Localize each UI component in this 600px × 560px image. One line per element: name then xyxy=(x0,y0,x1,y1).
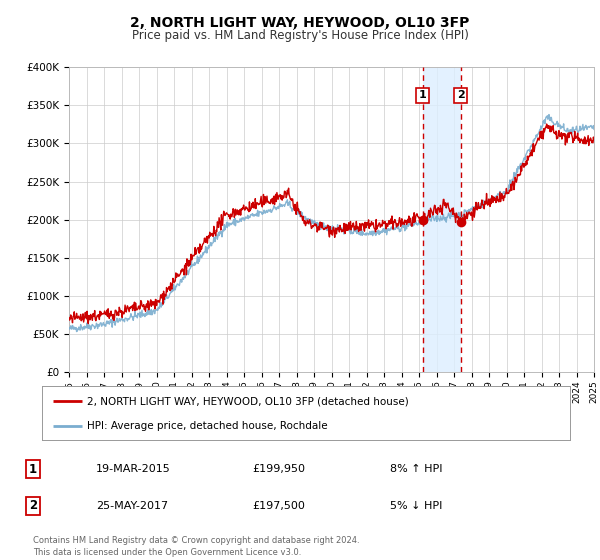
Text: 19-MAR-2015: 19-MAR-2015 xyxy=(96,464,171,474)
Text: 1: 1 xyxy=(419,90,427,100)
Text: 2, NORTH LIGHT WAY, HEYWOOD, OL10 3FP (detached house): 2, NORTH LIGHT WAY, HEYWOOD, OL10 3FP (d… xyxy=(87,396,409,407)
Text: 8% ↑ HPI: 8% ↑ HPI xyxy=(390,464,443,474)
Text: £199,950: £199,950 xyxy=(252,464,305,474)
Bar xyxy=(422,67,461,372)
Text: This data is licensed under the Open Government Licence v3.0.: This data is licensed under the Open Gov… xyxy=(33,548,301,557)
Text: 2: 2 xyxy=(457,90,465,100)
Text: £197,500: £197,500 xyxy=(252,501,305,511)
Text: HPI: Average price, detached house, Rochdale: HPI: Average price, detached house, Roch… xyxy=(87,421,328,431)
Text: Contains HM Land Registry data © Crown copyright and database right 2024.: Contains HM Land Registry data © Crown c… xyxy=(33,536,359,545)
Text: 5% ↓ HPI: 5% ↓ HPI xyxy=(390,501,442,511)
Text: 2: 2 xyxy=(29,499,37,512)
Text: 25-MAY-2017: 25-MAY-2017 xyxy=(96,501,168,511)
Text: 2, NORTH LIGHT WAY, HEYWOOD, OL10 3FP: 2, NORTH LIGHT WAY, HEYWOOD, OL10 3FP xyxy=(130,16,470,30)
Text: Price paid vs. HM Land Registry's House Price Index (HPI): Price paid vs. HM Land Registry's House … xyxy=(131,29,469,42)
Text: 1: 1 xyxy=(29,463,37,476)
